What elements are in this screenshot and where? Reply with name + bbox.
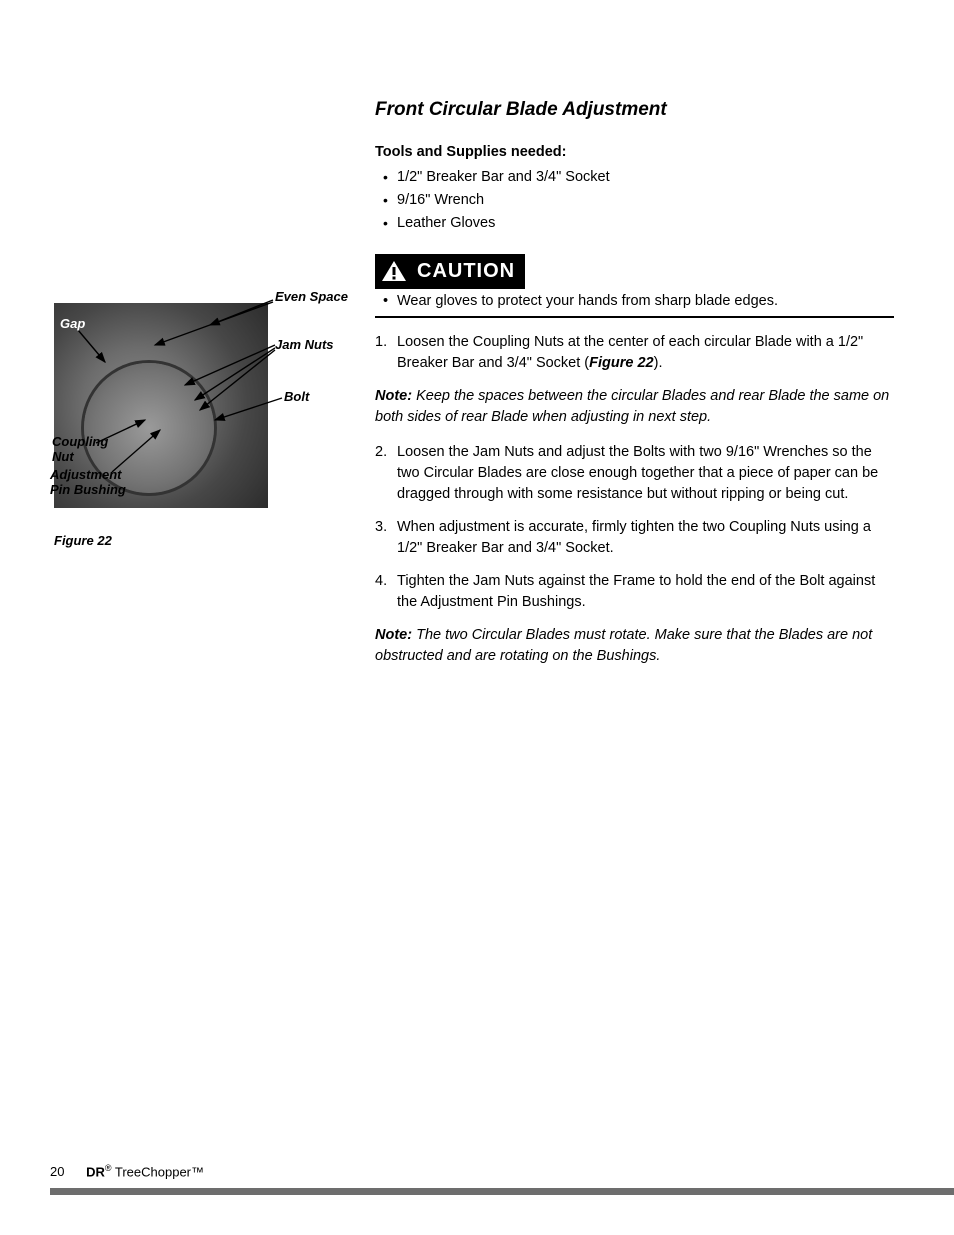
step-text: ). — [654, 355, 663, 371]
section-heading: Front Circular Blade Adjustment — [375, 96, 894, 124]
caution-item: Wear gloves to protect your hands from s… — [375, 291, 894, 312]
tool-item: 1/2" Breaker Bar and 3/4" Socket — [375, 167, 894, 188]
warning-icon — [381, 260, 407, 282]
tool-item: 9/16" Wrench — [375, 190, 894, 211]
note-text: The two Circular Blades must rotate. Mak… — [375, 627, 872, 664]
note-2: Note: The two Circular Blades must rotat… — [375, 625, 894, 667]
caution-banner: CAUTION — [375, 254, 525, 289]
caution-label: CAUTION — [417, 257, 515, 286]
callout-even-space: Even Space — [275, 290, 348, 305]
product-name: TreeChopper™ — [112, 1164, 205, 1179]
note-1: Note: Keep the spaces between the circul… — [375, 386, 894, 428]
step-item: Loosen the Coupling Nuts at the center o… — [375, 332, 894, 374]
footer-bar — [50, 1188, 954, 1195]
step-item: When adjustment is accurate, firmly tigh… — [375, 517, 894, 559]
steps-list: Loosen the Coupling Nuts at the center o… — [375, 332, 894, 374]
callout-adjustment-pin: Adjustment Pin Bushing — [50, 468, 126, 498]
note-label: Note: — [375, 388, 412, 404]
steps-list-cont: Loosen the Jam Nuts and adjust the Bolts… — [375, 442, 894, 613]
tools-heading: Tools and Supplies needed: — [375, 142, 894, 163]
callout-bolt: Bolt — [284, 390, 309, 405]
tool-item: Leather Gloves — [375, 213, 894, 234]
caution-list: Wear gloves to protect your hands from s… — [375, 291, 894, 312]
callout-gap: Gap — [60, 317, 85, 332]
figure-22: Even Space Jam Nuts Bolt Gap Coupling Nu… — [50, 290, 355, 551]
note-text: Keep the spaces between the circular Bla… — [375, 388, 889, 425]
page-footer: 20 DR® TreeChopper™ — [50, 1162, 954, 1195]
step-item: Loosen the Jam Nuts and adjust the Bolts… — [375, 442, 894, 505]
callout-jam-nuts: Jam Nuts — [275, 338, 334, 353]
callout-coupling-nut: Coupling Nut — [52, 435, 108, 465]
figure-caption: Figure 22 — [54, 532, 355, 551]
brand-name: DR — [86, 1164, 105, 1179]
caution-divider — [375, 316, 894, 318]
tools-list: 1/2" Breaker Bar and 3/4" Socket 9/16" W… — [375, 167, 894, 234]
page-number: 20 — [50, 1164, 64, 1179]
step-item: Tighten the Jam Nuts against the Frame t… — [375, 571, 894, 613]
figure-reference: Figure 22 — [589, 355, 653, 371]
registered-mark: ® — [105, 1163, 112, 1173]
note-label: Note: — [375, 627, 412, 643]
